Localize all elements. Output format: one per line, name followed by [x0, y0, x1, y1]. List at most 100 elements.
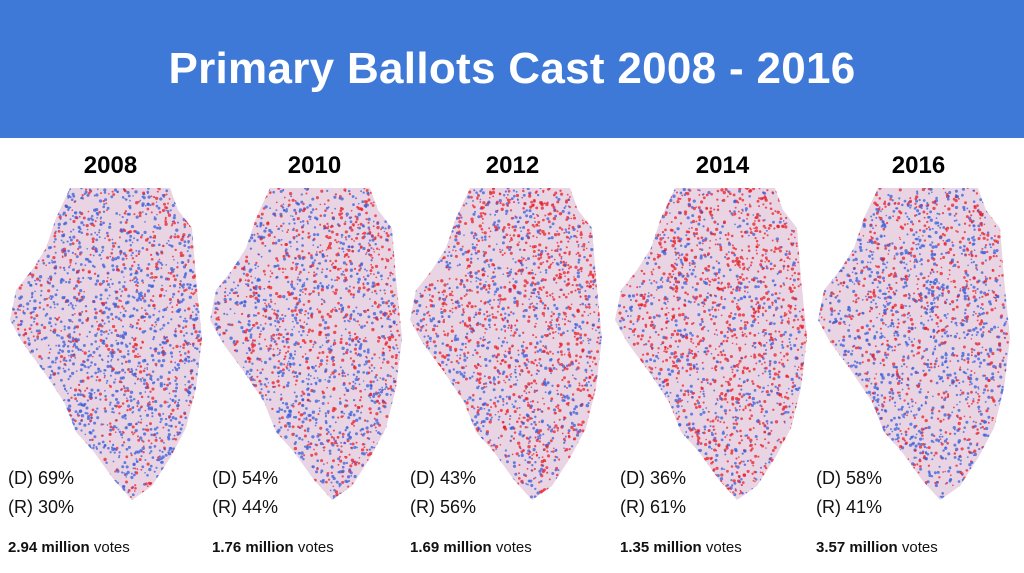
vote-dot [363, 349, 366, 353]
vote-dot [240, 312, 244, 316]
vote-dot [362, 293, 366, 297]
vote-dot [391, 211, 395, 215]
vote-dot [146, 404, 150, 408]
vote-dot [107, 320, 111, 323]
vote-dot [304, 353, 307, 355]
vote-dot [34, 306, 37, 310]
vote-dot [74, 262, 77, 265]
vote-dot [177, 475, 180, 478]
vote-dot [144, 428, 147, 431]
vote-dot [345, 426, 349, 430]
vote-dot [218, 253, 221, 255]
vote-dot [293, 208, 297, 212]
vote-dot [360, 396, 363, 399]
vote-dot [13, 463, 17, 466]
vote-dot [180, 237, 184, 242]
vote-dot [14, 440, 18, 445]
vote-dot [194, 411, 198, 415]
vote-dot [102, 330, 106, 334]
vote-dot [189, 463, 193, 466]
vote-dot [127, 488, 131, 492]
vote-dot [371, 204, 375, 207]
vote-dot [80, 442, 84, 447]
vote-dot [352, 387, 355, 391]
vote-dot [40, 458, 44, 462]
vote-dot [333, 375, 336, 379]
vote-dot [225, 455, 228, 458]
vote-dot [226, 230, 229, 233]
vote-dot [171, 399, 174, 402]
vote-dot [111, 258, 115, 262]
vote-dot [254, 191, 257, 194]
vote-dot [373, 417, 376, 420]
vote-dot [68, 319, 72, 323]
vote-dot [284, 435, 288, 439]
vote-dot [123, 276, 125, 278]
vote-dot [100, 324, 104, 328]
vote-dot [393, 312, 396, 315]
vote-dot [312, 389, 316, 393]
vote-dot [353, 347, 357, 351]
vote-dot [141, 340, 144, 343]
vote-dot [187, 456, 191, 459]
vote-dot [264, 458, 267, 461]
vote-dot [273, 365, 277, 369]
vote-dot [394, 485, 397, 488]
vote-dot [245, 370, 250, 374]
vote-dot [184, 357, 188, 361]
vote-dot [40, 338, 44, 341]
vote-dot [269, 323, 273, 326]
vote-dot [100, 484, 103, 487]
vote-dot [139, 421, 143, 424]
vote-dot [233, 462, 236, 465]
vote-dot [142, 451, 145, 454]
vote-dot [183, 240, 187, 244]
vote-dot [400, 276, 402, 278]
vote-dot [44, 227, 48, 231]
vote-dot [275, 316, 279, 320]
vote-dot [121, 196, 125, 199]
vote-dot [167, 405, 170, 408]
vote-dot [143, 230, 147, 235]
vote-dot [125, 344, 129, 348]
vote-dot [51, 259, 53, 262]
vote-dot [378, 470, 381, 474]
vote-dot [278, 454, 281, 457]
vote-dot [53, 397, 56, 400]
vote-dot [266, 435, 269, 439]
vote-dot [154, 493, 158, 497]
vote-dot [272, 492, 275, 495]
vote-dot [134, 486, 137, 490]
vote-dot [140, 268, 143, 272]
vote-dot [251, 349, 255, 353]
vote-dot [91, 408, 95, 412]
vote-dot [172, 292, 176, 296]
vote-dot [400, 448, 402, 451]
vote-dot [115, 265, 119, 268]
vote-dot [309, 481, 313, 484]
vote-dot [197, 231, 200, 234]
vote-dot [26, 263, 31, 267]
vote-dot [399, 282, 402, 285]
vote-dot [399, 216, 402, 220]
vote-dot [163, 307, 168, 312]
vote-dot [68, 354, 70, 357]
vote-dot [74, 339, 78, 343]
vote-dot [124, 480, 129, 484]
vote-dot [151, 381, 155, 385]
vote-dot [353, 424, 356, 427]
vote-dot [368, 230, 372, 235]
vote-dot [234, 287, 237, 290]
vote-dot [393, 421, 397, 424]
vote-dot [195, 252, 198, 255]
vote-dot [372, 312, 377, 316]
vote-dot [235, 291, 238, 294]
vote-dot [374, 468, 377, 471]
vote-dot [358, 493, 362, 497]
vote-dot [301, 329, 305, 333]
vote-dot [120, 405, 123, 408]
vote-dot [77, 439, 80, 443]
vote-dot [147, 304, 151, 308]
vote-dot [319, 362, 323, 366]
vote-dot [60, 336, 64, 340]
